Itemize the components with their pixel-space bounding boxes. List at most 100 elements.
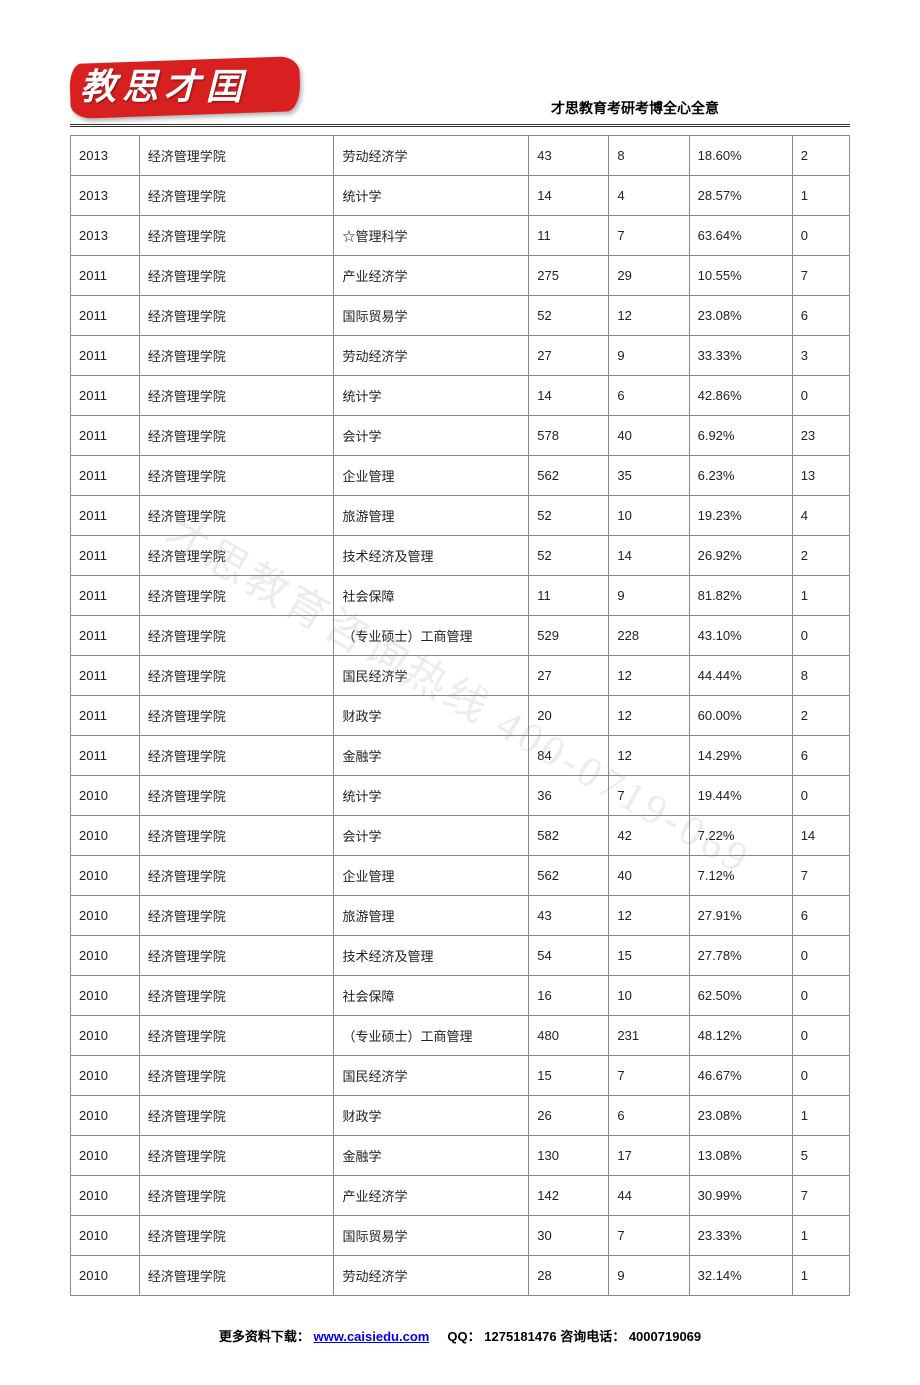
table-cell: 经济管理学院	[139, 816, 334, 856]
table-cell: 技术经济及管理	[334, 536, 529, 576]
table-cell: 1	[792, 576, 849, 616]
table-cell: 经济管理学院	[139, 1096, 334, 1136]
table-cell: 44.44%	[689, 656, 792, 696]
table-cell: 经济管理学院	[139, 376, 334, 416]
table-cell: 经济管理学院	[139, 296, 334, 336]
table-cell: 52	[529, 536, 609, 576]
table-cell: 582	[529, 816, 609, 856]
table-cell: 经济管理学院	[139, 176, 334, 216]
table-cell: 14	[529, 176, 609, 216]
table-cell: 2010	[71, 1176, 140, 1216]
table-cell: 金融学	[334, 1136, 529, 1176]
table-cell: 2010	[71, 1056, 140, 1096]
table-cell: 42	[609, 816, 689, 856]
table-cell: 7	[792, 856, 849, 896]
table-cell: 6	[792, 296, 849, 336]
table-cell: 27	[529, 656, 609, 696]
table-cell: （专业硕士）工商管理	[334, 1016, 529, 1056]
table-row: 2011经济管理学院国际贸易学521223.08%6	[71, 296, 850, 336]
table-cell: 28	[529, 1256, 609, 1296]
table-cell: 36	[529, 776, 609, 816]
table-cell: 27	[529, 336, 609, 376]
table-cell: 经济管理学院	[139, 776, 334, 816]
table-cell: 32.14%	[689, 1256, 792, 1296]
table-cell: 2011	[71, 576, 140, 616]
table-cell: 6	[792, 896, 849, 936]
table-row: 2011经济管理学院产业经济学2752910.55%7	[71, 256, 850, 296]
table-cell: 1	[792, 176, 849, 216]
footer-link[interactable]: www.caisiedu.com	[313, 1329, 429, 1344]
table-cell: 经济管理学院	[139, 1176, 334, 1216]
table-cell: 6.92%	[689, 416, 792, 456]
table-cell: 43	[529, 136, 609, 176]
table-cell: 经济管理学院	[139, 496, 334, 536]
table-row: 2011经济管理学院企业管理562356.23%13	[71, 456, 850, 496]
table-cell: 统计学	[334, 776, 529, 816]
table-cell: 经济管理学院	[139, 336, 334, 376]
table-cell: 2010	[71, 896, 140, 936]
table-cell: 经济管理学院	[139, 256, 334, 296]
table-cell: 2011	[71, 376, 140, 416]
table-row: 2010经济管理学院社会保障161062.50%0	[71, 976, 850, 1016]
table-cell: 11	[529, 216, 609, 256]
table-row: 2011经济管理学院社会保障11981.82%1	[71, 576, 850, 616]
table-cell: 2013	[71, 136, 140, 176]
table-cell: 9	[609, 336, 689, 376]
table-cell: 国民经济学	[334, 656, 529, 696]
table-cell: 19.44%	[689, 776, 792, 816]
table-cell: 产业经济学	[334, 1176, 529, 1216]
table-cell: 经济管理学院	[139, 856, 334, 896]
table-cell: 经济管理学院	[139, 696, 334, 736]
table-cell: 27.78%	[689, 936, 792, 976]
table-cell: 4	[792, 496, 849, 536]
table-cell: 旅游管理	[334, 496, 529, 536]
table-cell: 33.33%	[689, 336, 792, 376]
table-cell: 财政学	[334, 1096, 529, 1136]
table-cell: 劳动经济学	[334, 136, 529, 176]
table-cell: 2011	[71, 456, 140, 496]
table-cell: 社会保障	[334, 976, 529, 1016]
table-cell: 578	[529, 416, 609, 456]
table-cell: 1	[792, 1096, 849, 1136]
table-cell: 2010	[71, 1216, 140, 1256]
table-cell: 国际贸易学	[334, 296, 529, 336]
table-cell: 9	[609, 576, 689, 616]
table-cell: 2010	[71, 1096, 140, 1136]
table-cell: 国际贸易学	[334, 1216, 529, 1256]
table-cell: 金融学	[334, 736, 529, 776]
footer-qq-label: QQ：	[447, 1329, 480, 1344]
data-table: 2013经济管理学院劳动经济学43818.60%22013经济管理学院统计学14…	[70, 135, 850, 1296]
table-cell: 统计学	[334, 176, 529, 216]
table-cell: 2011	[71, 256, 140, 296]
table-row: 2010经济管理学院产业经济学1424430.99%7	[71, 1176, 850, 1216]
table-cell: 经济管理学院	[139, 576, 334, 616]
table-cell: 14	[529, 376, 609, 416]
footer-prefix: 更多资料下载：	[219, 1329, 310, 1344]
table-cell: 63.64%	[689, 216, 792, 256]
table-cell: 产业经济学	[334, 256, 529, 296]
table-row: 2010经济管理学院金融学1301713.08%5	[71, 1136, 850, 1176]
table-cell: 6	[609, 376, 689, 416]
table-cell: 43	[529, 896, 609, 936]
page-container: 才思教育咨询热线 400-0719-069 教思才囯 才思教育考研考博全心全意 …	[0, 0, 920, 1385]
page-footer: 更多资料下载： www.caisiedu.com QQ： 1275181476 …	[70, 1326, 850, 1345]
table-row: 2011经济管理学院旅游管理521019.23%4	[71, 496, 850, 536]
table-cell: 16	[529, 976, 609, 1016]
table-cell: 2013	[71, 176, 140, 216]
table-cell: 12	[609, 296, 689, 336]
table-cell: 231	[609, 1016, 689, 1056]
footer-phone-label: 咨询电话：	[560, 1329, 625, 1344]
table-cell: 19.23%	[689, 496, 792, 536]
table-row: 2010经济管理学院财政学26623.08%1	[71, 1096, 850, 1136]
table-cell: 26.92%	[689, 536, 792, 576]
table-cell: 经济管理学院	[139, 896, 334, 936]
table-cell: 企业管理	[334, 456, 529, 496]
table-cell: 23.08%	[689, 296, 792, 336]
table-cell: 10	[609, 496, 689, 536]
table-cell: 2013	[71, 216, 140, 256]
table-cell: 40	[609, 856, 689, 896]
table-cell: 企业管理	[334, 856, 529, 896]
table-cell: 52	[529, 296, 609, 336]
header-tagline: 才思教育考研考博全心全意	[300, 98, 850, 120]
table-cell: 3	[792, 336, 849, 376]
